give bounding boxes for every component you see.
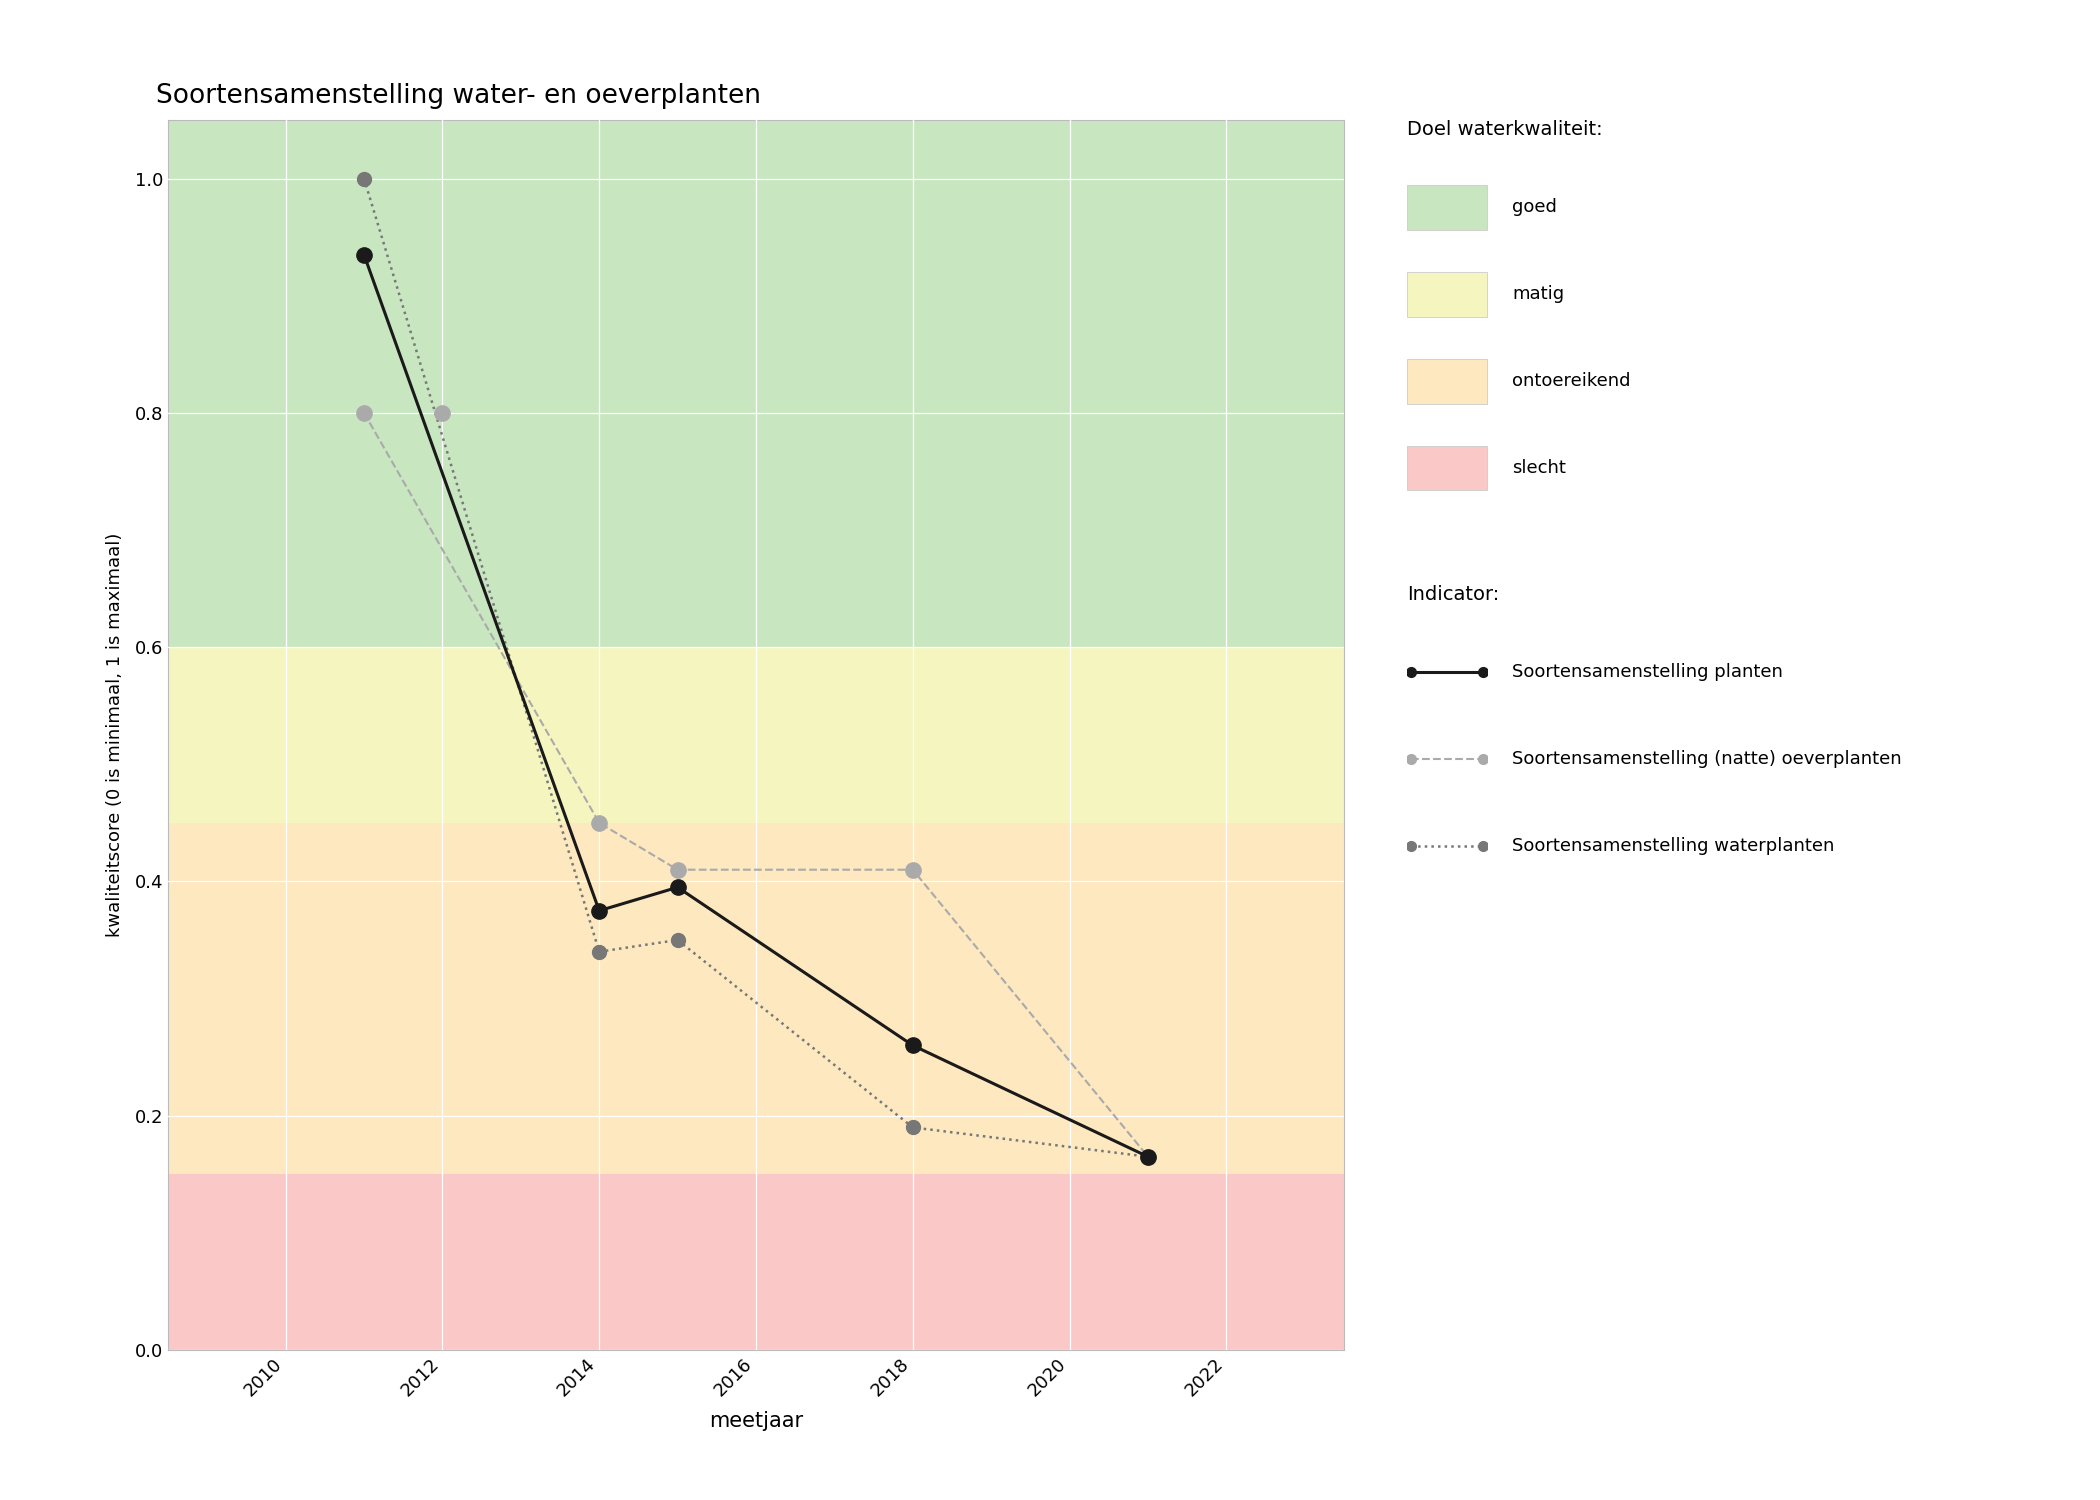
Text: goed: goed <box>1512 198 1556 216</box>
Y-axis label: kwaliteitscore (0 is minimaal, 1 is maximaal): kwaliteitscore (0 is minimaal, 1 is maxi… <box>105 532 124 938</box>
Bar <box>168 646 1344 824</box>
Text: Soortensamenstelling planten: Soortensamenstelling planten <box>1512 663 1783 681</box>
Text: Soortensamenstelling waterplanten: Soortensamenstelling waterplanten <box>1512 837 1835 855</box>
Text: matig: matig <box>1512 285 1564 303</box>
Text: Soortensamenstelling water- en oeverplanten: Soortensamenstelling water- en oeverplan… <box>155 84 760 110</box>
Text: Indicator:: Indicator: <box>1407 585 1499 604</box>
Text: Doel waterkwaliteit:: Doel waterkwaliteit: <box>1407 120 1602 140</box>
Text: slecht: slecht <box>1512 459 1567 477</box>
Text: ontoereikend: ontoereikend <box>1512 372 1630 390</box>
Text: Soortensamenstelling (natte) oeverplanten: Soortensamenstelling (natte) oeverplante… <box>1512 750 1903 768</box>
Bar <box>168 824 1344 1174</box>
X-axis label: meetjaar: meetjaar <box>710 1412 802 1431</box>
Bar <box>168 1174 1344 1350</box>
Bar <box>168 120 1344 646</box>
